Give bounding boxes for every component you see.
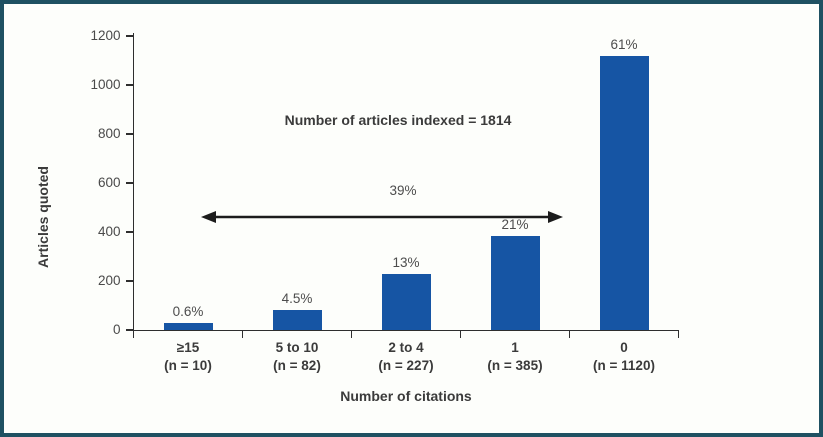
x-category-label: ≥15 (n = 10) bbox=[134, 339, 243, 375]
y-tick-mark bbox=[126, 35, 133, 37]
bar-percent-label: 0.6% bbox=[172, 304, 204, 319]
bar-percent-label: 13% bbox=[392, 255, 420, 271]
y-tick-mark bbox=[126, 133, 133, 135]
y-tick-mark bbox=[126, 84, 133, 86]
x-category-label: 5 to 10 (n = 82) bbox=[243, 339, 352, 375]
y-axis-title: Articles quoted bbox=[35, 166, 51, 268]
bar-≥15 bbox=[163, 323, 213, 330]
x-tick-mark bbox=[241, 330, 244, 338]
category-n-count: (n = 10) bbox=[164, 358, 212, 373]
arrow-percent-label: 39% bbox=[389, 183, 417, 198]
x-category-label: 1 (n = 385) bbox=[461, 339, 570, 375]
y-tick-label: 200 bbox=[97, 273, 121, 288]
y-tick-label: 800 bbox=[97, 126, 121, 141]
category-name: 1 bbox=[511, 340, 519, 355]
bar-chart: Articles quoted Number of citations Numb… bbox=[4, 4, 819, 433]
y-tick-mark bbox=[126, 182, 133, 184]
category-n-count: (n = 82) bbox=[273, 358, 321, 373]
category-n-count: (n = 385) bbox=[487, 358, 543, 373]
y-tick-label: 1000 bbox=[90, 77, 121, 92]
y-tick-label: 400 bbox=[97, 224, 121, 239]
bar-percent-label: 4.5% bbox=[281, 290, 313, 306]
bar-1 bbox=[490, 235, 540, 330]
indexed-articles-annotation: Number of articles indexed = 1814 bbox=[284, 112, 512, 128]
x-tick-mark bbox=[350, 330, 353, 338]
x-category-label: 0 (n = 1120) bbox=[570, 339, 679, 375]
x-axis-title: Number of citations bbox=[340, 388, 472, 404]
category-name: 5 to 10 bbox=[275, 340, 319, 355]
x-tick-mark bbox=[132, 330, 135, 338]
y-tick-mark bbox=[126, 231, 133, 233]
bar-2-to-4 bbox=[381, 274, 431, 330]
y-tick-label: 600 bbox=[97, 175, 121, 190]
bar-percent-label: 61% bbox=[610, 36, 638, 52]
y-tick-mark bbox=[126, 280, 133, 282]
category-name: 0 bbox=[620, 340, 628, 355]
category-n-count: (n = 227) bbox=[378, 358, 434, 373]
bar-0 bbox=[599, 55, 649, 330]
category-n-count: (n = 1120) bbox=[593, 358, 655, 373]
x-tick-mark bbox=[459, 330, 462, 338]
bar-5-to-10 bbox=[272, 309, 322, 330]
bar-percent-label: 21% bbox=[501, 216, 529, 232]
y-axis bbox=[132, 33, 135, 331]
x-tick-mark bbox=[568, 330, 571, 338]
category-name: 2 to 4 bbox=[388, 340, 424, 355]
y-tick-mark bbox=[126, 329, 133, 331]
x-tick-mark bbox=[677, 330, 680, 338]
y-tick-label: 1200 bbox=[90, 28, 121, 43]
x-axis bbox=[132, 329, 679, 332]
category-name: ≥15 bbox=[176, 340, 200, 355]
double-arrow-icon bbox=[201, 211, 563, 223]
y-tick-label: 0 bbox=[112, 322, 121, 337]
x-category-label: 2 to 4 (n = 227) bbox=[352, 339, 461, 375]
